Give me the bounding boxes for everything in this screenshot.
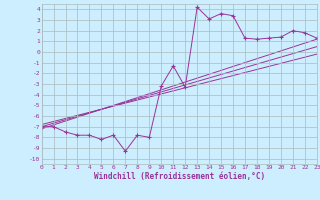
X-axis label: Windchill (Refroidissement éolien,°C): Windchill (Refroidissement éolien,°C): [94, 172, 265, 181]
